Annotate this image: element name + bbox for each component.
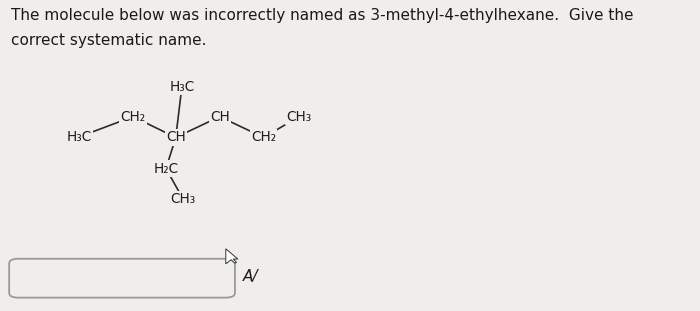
Text: The molecule below was incorrectly named as 3-methyl-4-ethylhexane.  Give the: The molecule below was incorrectly named… (11, 8, 634, 23)
Text: H₂C: H₂C (153, 161, 178, 176)
Text: CH₂: CH₂ (120, 109, 146, 124)
Text: CH: CH (210, 109, 230, 124)
Text: CH₃: CH₃ (286, 109, 312, 124)
Text: CH₃: CH₃ (170, 192, 196, 206)
Text: CH: CH (166, 130, 186, 145)
Text: H₃C: H₃C (169, 80, 195, 94)
Polygon shape (226, 249, 238, 264)
FancyBboxPatch shape (9, 259, 235, 298)
Text: correct systematic name.: correct systematic name. (11, 33, 206, 48)
Text: H₃C: H₃C (66, 130, 92, 144)
Text: CH₂: CH₂ (251, 130, 276, 145)
Text: A/: A/ (243, 269, 258, 284)
